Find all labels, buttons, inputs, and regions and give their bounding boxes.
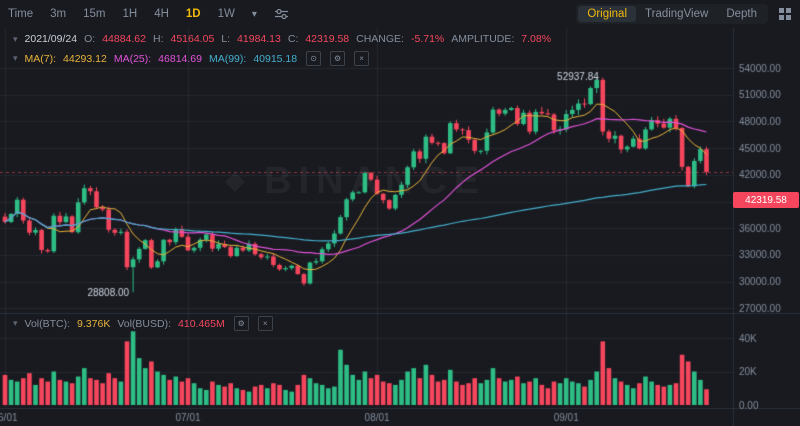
ma25-label: MA(25):	[113, 52, 152, 65]
interval-3m[interactable]: 3m	[50, 8, 67, 20]
volume-legend: ▾ Vol(BTC): 9.376K Vol(BUSD): 410.465M ⚙…	[13, 316, 273, 331]
high-value: 45164.05	[170, 33, 215, 45]
chevron-down-icon[interactable]: ▾	[13, 33, 18, 44]
vol-busd-label: Vol(BUSD):	[117, 317, 172, 330]
high-label: H:	[152, 33, 164, 45]
ma99-label: MA(99):	[208, 52, 247, 65]
ma7-value: 44293.12	[63, 52, 107, 65]
interval-1w[interactable]: 1W	[217, 8, 235, 20]
gear-icon[interactable]: ⚙	[330, 51, 346, 66]
tab-original[interactable]: Original	[578, 6, 637, 22]
change-label: CHANGE:	[356, 33, 404, 45]
ma7-label: MA(7):	[24, 52, 57, 65]
chart-mode-tabs: Original TradingView Depth	[576, 4, 768, 24]
interval-1d[interactable]: 1D	[185, 8, 201, 20]
chart-toolbar: Time 3m 15m 1H 4H 1D 1W ▾ Original Tradi…	[0, 0, 800, 28]
close-icon[interactable]: ×	[257, 316, 273, 331]
ma-legend: ▾ MA(7): 44293.12 MA(25): 46814.69 MA(99…	[13, 51, 370, 66]
tab-depth[interactable]: Depth	[726, 8, 757, 20]
change-value: -5.71%	[410, 33, 445, 45]
ma99-value: 40915.18	[253, 52, 298, 65]
close-icon[interactable]: ×	[354, 51, 370, 66]
vol-btc-value: 9.376K	[77, 317, 111, 330]
interval-1h[interactable]: 1H	[122, 8, 138, 20]
chart-area: BINANCE ▾ 2021/09/24 O: 44884.62 H: 4516…	[0, 28, 800, 426]
interval-selector: Time 3m 15m 1H 4H 1D 1W ▾	[8, 8, 289, 20]
last-price-tag: 42319.58	[733, 192, 799, 208]
close-value: 42319.58	[305, 33, 350, 45]
gear-icon[interactable]: ⚙	[233, 316, 249, 331]
interval-15m[interactable]: 15m	[83, 8, 106, 20]
close-label: C:	[287, 33, 299, 45]
candlestick-chart[interactable]	[0, 28, 800, 426]
eye-icon[interactable]: ⊙	[306, 51, 322, 66]
chevron-down-icon[interactable]: ▾	[251, 8, 257, 20]
open-value: 44884.62	[102, 33, 146, 45]
candle-date: 2021/09/24	[24, 33, 78, 45]
chart-mode-switcher: Original TradingView Depth	[576, 4, 792, 24]
amplitude-label: AMPLITUDE:	[451, 33, 515, 45]
vol-busd-value: 410.465M	[178, 317, 225, 330]
vol-btc-label: Vol(BTC):	[24, 317, 71, 330]
open-label: O:	[84, 33, 96, 45]
chevron-down-icon[interactable]: ▾	[13, 53, 18, 63]
indicator-settings-icon[interactable]	[274, 8, 289, 20]
interval-4h[interactable]: 4H	[154, 8, 169, 20]
ma25-value: 46814.69	[158, 52, 202, 65]
grid-layout-icon[interactable]	[778, 7, 792, 21]
amplitude-value: 7.08%	[521, 33, 552, 45]
tab-tradingview[interactable]: TradingView	[645, 8, 709, 20]
chevron-down-icon[interactable]: ▾	[13, 318, 18, 328]
ohlc-legend: ▾ 2021/09/24 O: 44884.62 H: 45164.05 L: …	[13, 33, 551, 45]
low-value: 41984.13	[237, 33, 281, 45]
time-label: Time	[8, 8, 34, 20]
low-label: L:	[221, 33, 231, 45]
